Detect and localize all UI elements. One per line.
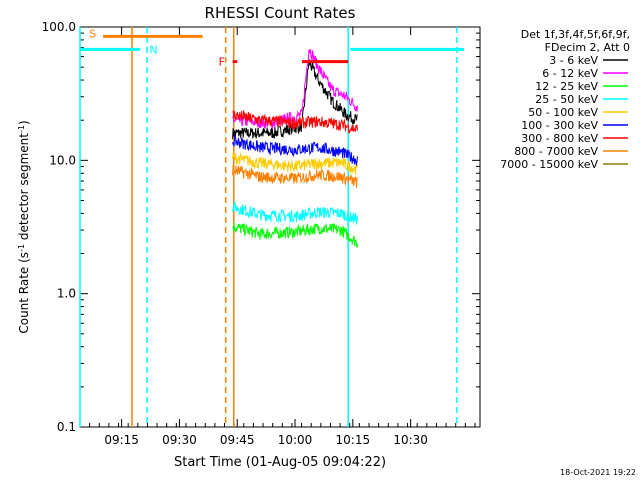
x-tick-label: 10:00	[278, 433, 313, 447]
annotation-f-label: F	[219, 56, 225, 69]
y-tick-label: 10.0	[49, 153, 76, 167]
annotation-n-label: N	[149, 43, 157, 56]
y-tick-label: 100.0	[42, 20, 76, 34]
series-line	[232, 109, 358, 135]
legend-entry-label: 25 - 50 keV	[535, 93, 598, 106]
plot-area	[79, 26, 481, 428]
y-tick-label: 0.1	[57, 420, 76, 434]
x-axis-ticks: 09:15 09:30 09:45 10:00 10:15 10:30	[79, 27, 476, 447]
legend-entry-label: 12 - 25 keV	[535, 80, 598, 93]
legend-entry-label: 50 - 100 keV	[528, 106, 598, 119]
annotations: S N F	[80, 27, 464, 69]
legend-entry-label: 7000 - 15000 keV	[500, 158, 598, 171]
annotation-s-label: S	[89, 27, 96, 40]
legend-entry-label: 3 - 6 keV	[549, 54, 598, 67]
series-line	[232, 151, 358, 175]
legend-entry-label: 300 - 800 keV	[521, 132, 598, 145]
series-line	[232, 49, 358, 130]
chart-title: RHESSI Count Rates	[205, 4, 356, 22]
series-line	[232, 164, 358, 188]
series-line	[232, 58, 358, 140]
series-line	[232, 134, 358, 166]
x-tick-label: 09:45	[220, 433, 255, 447]
legend: Det 1f,3f,4f,5f,6f,9f,FDecim 2, Att 03 -…	[500, 28, 630, 171]
interval-markers	[79, 27, 458, 427]
x-tick-label: 09:30	[162, 433, 197, 447]
series-line	[232, 222, 358, 249]
y-axis-label: Count Rate (s-1 detector segment-1)	[17, 120, 32, 333]
footer-timestamp: 18-Oct-2021 19:22	[560, 468, 636, 477]
x-axis-label: Start Time (01-Aug-05 09:04:22)	[174, 455, 386, 470]
legend-entry-label: 6 - 12 keV	[542, 67, 598, 80]
series-line	[232, 201, 358, 225]
legend-header: FDecim 2, Att 0	[545, 41, 630, 54]
legend-entry-label: 100 - 300 keV	[521, 119, 598, 132]
legend-entry-label: 800 - 7000 keV	[514, 145, 598, 158]
count-rate-series	[232, 49, 358, 249]
legend-header: Det 1f,3f,4f,5f,6f,9f,	[521, 28, 630, 41]
x-tick-label: 10:15	[336, 433, 371, 447]
x-tick-label: 10:30	[393, 433, 428, 447]
y-axis-ticks: 0.1 1.0 10.0 100.0	[42, 20, 480, 434]
y-tick-label: 1.0	[57, 287, 76, 301]
x-tick-label: 09:15	[104, 433, 139, 447]
